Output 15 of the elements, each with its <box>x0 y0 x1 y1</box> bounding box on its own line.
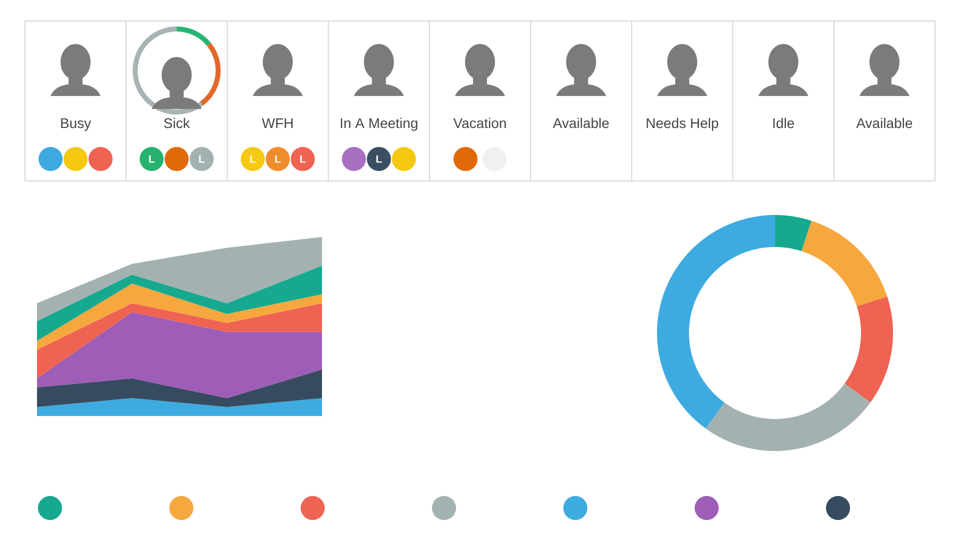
category-label: Available <box>552 118 609 128</box>
category-label: WFH <box>262 118 293 128</box>
text: L <box>250 155 256 163</box>
category-label: Busy <box>61 118 92 131</box>
text: L <box>275 155 281 163</box>
text: L <box>149 155 155 163</box>
category-label: Idle <box>773 118 794 128</box>
category-label: Vacation <box>453 118 506 128</box>
category-label: Needs Help <box>646 118 718 131</box>
category-label: Available <box>856 118 912 128</box>
text: L <box>300 155 306 163</box>
text: L <box>199 155 205 163</box>
text: L <box>376 155 382 163</box>
category-label: In A Meeting <box>340 118 418 131</box>
category-label: Sick <box>164 118 190 128</box>
